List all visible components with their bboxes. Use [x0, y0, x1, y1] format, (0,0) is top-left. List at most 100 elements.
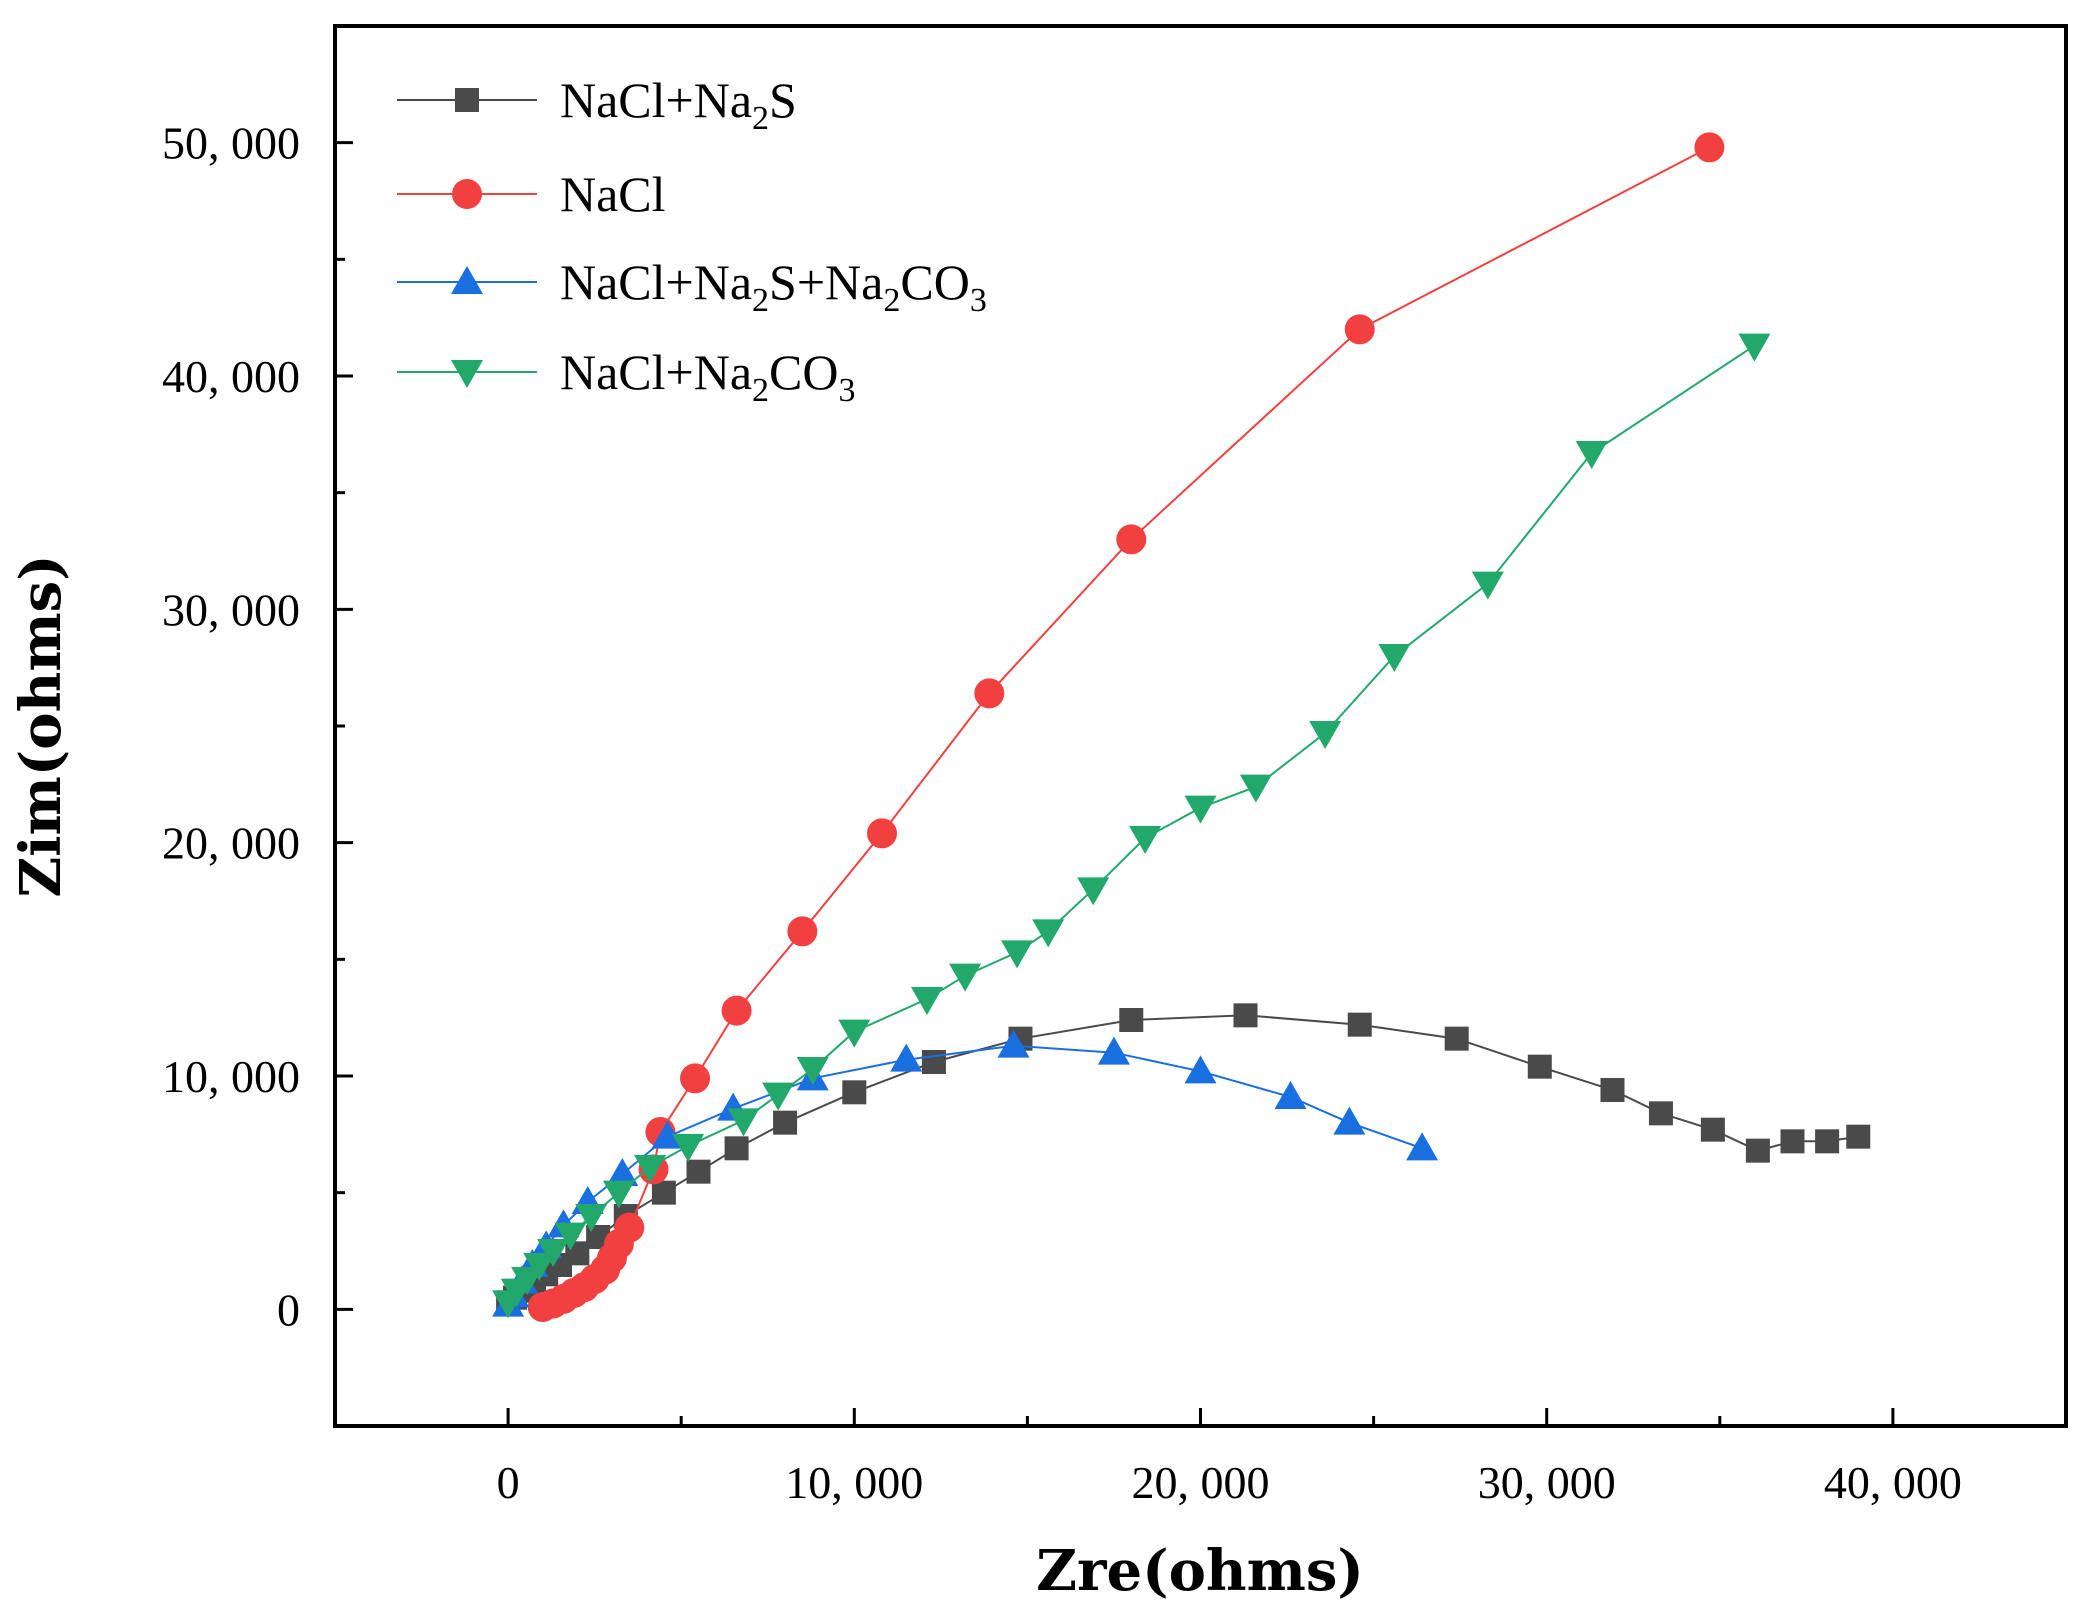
legend-text: CO: [900, 254, 969, 310]
legend-label: NaCl+Na2S: [560, 72, 797, 137]
legend-label: NaCl+Na2CO3: [560, 344, 856, 409]
data-point: [842, 1080, 867, 1105]
legend-text: NaCl+Na: [560, 254, 752, 310]
series-0: [496, 1003, 1871, 1315]
series-1: [527, 132, 1725, 1322]
data-point: [721, 995, 752, 1026]
data-point: [1129, 826, 1162, 854]
data-point: [554, 1222, 587, 1251]
data-point: [606, 1158, 639, 1186]
data-point: [1406, 1132, 1439, 1161]
data-point: [1344, 314, 1375, 345]
y-tick-label: 50, 000: [162, 118, 300, 169]
data-point: [1648, 1101, 1673, 1126]
data-point: [672, 1134, 705, 1162]
y-tick-label: 10, 000: [162, 1051, 300, 1102]
data-point: [1527, 1054, 1552, 1079]
data-point: [1233, 1003, 1258, 1028]
series-3: [492, 333, 1771, 1319]
data-point: [773, 1110, 798, 1135]
data-point: [921, 1050, 946, 1074]
legend-text: NaCl: [560, 166, 666, 222]
series-line: [507, 1014, 1859, 1304]
legend-label: NaCl+Na2S+Na2CO3: [560, 254, 987, 319]
data-point: [762, 1082, 795, 1111]
legend-marker: [451, 360, 483, 388]
data-point: [575, 1204, 608, 1232]
data-point: [997, 1029, 1030, 1058]
y-tick-label: 30, 000: [162, 584, 300, 635]
x-tick-label: 20, 000: [1132, 1457, 1270, 1508]
data-point: [1738, 333, 1771, 362]
data-point: [1333, 1106, 1366, 1135]
legend-text: S: [769, 72, 797, 128]
data-point: [724, 1136, 749, 1161]
data-point: [634, 1155, 667, 1183]
data-point: [727, 1108, 760, 1137]
axis-ticks: 0 10, 000 20, 000 30, 000 40, 000 0 10, 000 20,…: [162, 118, 1962, 1508]
data-point: [1846, 1124, 1871, 1149]
data-point: [1378, 644, 1411, 672]
data-point: [680, 1063, 711, 1094]
y-tick-label: 0: [277, 1284, 300, 1335]
data-point: [1347, 1012, 1372, 1037]
data-point: [1700, 1117, 1725, 1142]
data-point: [1116, 524, 1147, 555]
data-point: [537, 1239, 570, 1267]
data-point: [614, 1212, 645, 1243]
y-tick-label: 40, 000: [162, 351, 300, 402]
data-point: [651, 1180, 676, 1205]
data-point: [1780, 1129, 1805, 1154]
data-point: [1077, 877, 1110, 906]
x-tick-label: 30, 000: [1478, 1457, 1616, 1508]
y-tick-label: 20, 000: [162, 818, 300, 869]
legend-marker: [452, 179, 482, 209]
data-point: [1600, 1078, 1625, 1102]
legend-subscript: 3: [839, 372, 856, 409]
data-point: [651, 1120, 684, 1149]
legend-subscript: 2: [752, 100, 769, 137]
data-point: [1745, 1138, 1770, 1163]
series-2: [492, 1029, 1439, 1317]
legend-marker: [455, 88, 479, 112]
data-point: [866, 818, 897, 849]
legend-label: NaCl: [560, 166, 666, 222]
data-point: [686, 1159, 711, 1184]
legend-subscript: 2: [752, 282, 769, 319]
x-axis-title: Zre(ohms): [1036, 1538, 1364, 1604]
data-point: [1032, 919, 1065, 948]
series-line: [507, 344, 1755, 1303]
data-point: [1239, 774, 1272, 803]
data-point: [602, 1180, 635, 1209]
data-point: [1001, 940, 1034, 969]
data-point: [949, 963, 982, 992]
x-tick-label: 10, 000: [785, 1457, 923, 1508]
data-point: [1815, 1129, 1840, 1154]
legend-text: CO: [769, 344, 838, 400]
data-point: [523, 1253, 556, 1281]
data-point: [1575, 441, 1608, 469]
data-point: [787, 916, 818, 947]
data-series: [492, 132, 1871, 1322]
data-point: [1184, 795, 1217, 824]
data-point: [1097, 1036, 1130, 1065]
legend-marker: [451, 266, 483, 294]
data-point: [1119, 1008, 1144, 1032]
legend-text: NaCl+Na: [560, 72, 752, 128]
data-point: [1694, 132, 1725, 163]
data-point: [511, 1267, 544, 1295]
legend-item: NaCl+Na2S: [397, 72, 797, 137]
x-tick-label: 40, 000: [1824, 1457, 1962, 1508]
y-axis-title: Zim(ohms): [8, 554, 74, 897]
data-point: [1471, 571, 1504, 600]
data-point: [1309, 721, 1342, 749]
legend-subscript: 2: [883, 282, 900, 319]
legend-subscript: 3: [970, 282, 987, 319]
legend-item: NaCl: [397, 166, 666, 222]
data-point: [1184, 1055, 1217, 1084]
data-point: [1444, 1026, 1469, 1051]
legend-item: NaCl+Na2S+Na2CO3: [397, 254, 987, 319]
data-point: [838, 1019, 871, 1048]
